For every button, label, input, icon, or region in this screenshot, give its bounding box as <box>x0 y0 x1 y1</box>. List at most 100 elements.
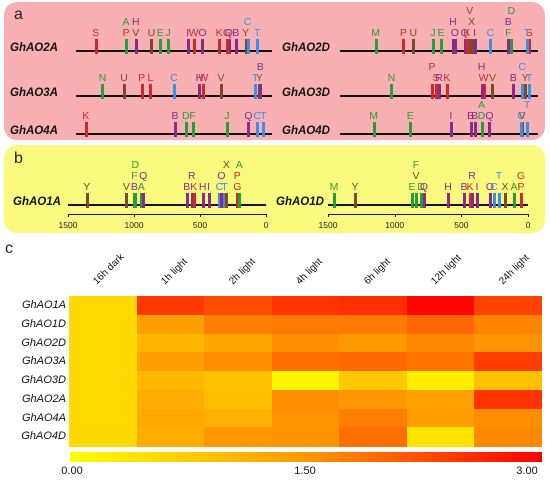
heatmap-cell <box>136 427 205 447</box>
site-letter: P <box>428 61 436 73</box>
site-tick <box>254 84 258 99</box>
site-letter: X <box>501 181 509 193</box>
axis-tick-label: 0 <box>263 220 269 230</box>
heatmap-cell <box>406 389 475 409</box>
site-letter: J <box>430 27 436 39</box>
site-tick <box>439 39 443 54</box>
heatmap-cell <box>271 333 340 353</box>
site-tick <box>140 84 144 99</box>
heatmap-cell <box>271 296 340 316</box>
site-letter: M <box>369 110 379 122</box>
site-letter: Q <box>244 110 253 122</box>
site-letter: X <box>222 159 230 171</box>
site-tick <box>94 39 98 54</box>
heatmap-cell <box>406 333 475 353</box>
site-letter: R <box>187 170 196 182</box>
heatmap-cell <box>271 408 340 428</box>
site-letter: E <box>408 181 416 193</box>
site-letter: G <box>222 27 231 39</box>
site-letter: T <box>523 99 531 111</box>
site-tick <box>512 84 516 99</box>
site-tick <box>480 84 484 99</box>
site-tick <box>480 122 484 137</box>
heatmap-cell <box>339 371 408 391</box>
site-letter: F <box>412 159 420 171</box>
site-tick <box>473 122 477 137</box>
site-letter: L <box>147 72 154 84</box>
site-letter: V <box>466 5 474 17</box>
site-tick <box>246 39 250 54</box>
site-tick <box>491 84 495 99</box>
site-tick <box>409 122 413 137</box>
site-tick <box>354 193 357 208</box>
row-header: GhAO4A <box>21 411 66 424</box>
heatmap-cell <box>406 427 475 447</box>
heatmap-cell <box>406 314 475 334</box>
site-tick <box>445 84 449 99</box>
site-tick <box>453 39 457 54</box>
heatmap-cell <box>271 427 340 447</box>
row-header: GhAO1D <box>21 317 66 330</box>
row-header: GhAO3A <box>21 355 66 368</box>
site-letter: Y <box>521 72 529 84</box>
heatmap-cell <box>339 352 408 372</box>
site-tick <box>402 39 406 54</box>
site-letter: T <box>525 72 533 84</box>
heatmap-cell <box>406 371 475 391</box>
heatmap-cell <box>339 389 408 409</box>
axis-tick-label: 500 <box>454 220 469 230</box>
axis-tick-label: 1000 <box>124 220 144 230</box>
site-tick <box>190 193 194 208</box>
site-tick <box>198 84 202 99</box>
axis-tick <box>68 214 69 217</box>
heatmap-cell <box>339 314 408 334</box>
heatmap-cell <box>474 314 543 334</box>
site-letter: K <box>443 72 451 84</box>
gene-line <box>76 50 272 52</box>
column-header: 6h light <box>361 256 393 287</box>
axis-tick <box>266 214 267 217</box>
site-tick <box>447 193 450 208</box>
site-letter: U <box>120 72 128 84</box>
site-letter: I <box>473 27 477 39</box>
site-tick <box>185 193 189 208</box>
site-tick <box>449 122 453 137</box>
site-letter: M <box>329 181 339 193</box>
row-header: GhAO1A <box>21 299 66 311</box>
site-letter: W <box>188 27 199 39</box>
column-header: 2h light <box>226 256 258 287</box>
site-tick <box>173 122 177 137</box>
site-tick <box>262 122 266 137</box>
site-letter: A <box>510 181 518 193</box>
column-header: 24h light <box>497 252 532 287</box>
site-letter: H <box>195 72 204 84</box>
heatmap-cell <box>69 427 138 447</box>
site-letter: I <box>449 110 453 122</box>
site-letter: B <box>171 110 179 122</box>
axis-line <box>68 214 266 215</box>
site-letter: O <box>217 170 226 182</box>
site-letter: G <box>233 181 242 193</box>
site-tick <box>526 39 530 54</box>
site-letter: C <box>170 72 178 84</box>
site-letter: H <box>444 181 452 193</box>
site-letter: N <box>98 72 107 84</box>
row-header: GhAO2D <box>21 336 66 349</box>
site-tick <box>465 39 469 54</box>
site-letter: Q <box>224 27 233 39</box>
site-tick <box>184 122 188 137</box>
site-letter: D <box>181 110 190 122</box>
site-letter: G <box>516 170 526 182</box>
column-header: 4h light <box>294 256 325 287</box>
axis-tick <box>200 214 201 217</box>
site-letter: S <box>432 72 440 84</box>
site-letter: T <box>495 170 503 182</box>
site-tick <box>259 84 263 99</box>
axis-tick <box>134 214 135 217</box>
site-letter: E <box>156 27 164 39</box>
site-letter: C <box>253 110 262 122</box>
site-letter: H <box>477 61 486 73</box>
site-letter: P <box>233 170 241 182</box>
site-tick <box>411 193 414 208</box>
site-tick <box>124 39 128 54</box>
